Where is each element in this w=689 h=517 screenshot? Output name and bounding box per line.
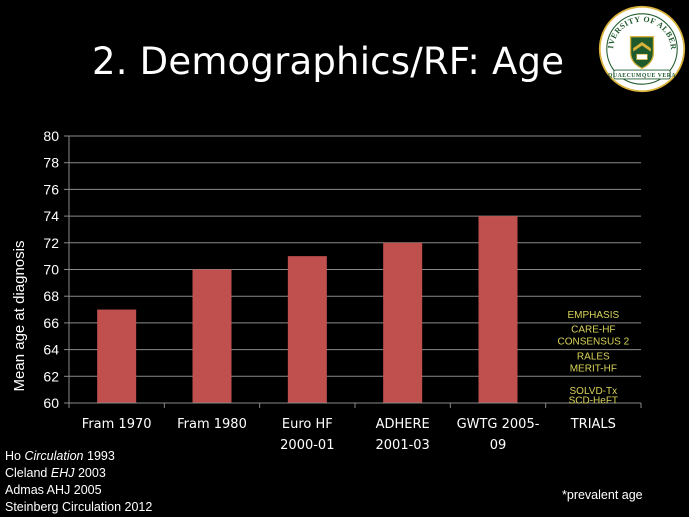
x-category-label: 2000-01 — [280, 438, 334, 453]
trial-label: MERIT-HF — [570, 363, 617, 374]
y-tick-label: 60 — [43, 395, 59, 411]
x-category-label: 09 — [490, 438, 507, 453]
y-tick-label: 68 — [43, 288, 59, 304]
x-category-label: Fram 1970 — [82, 417, 152, 432]
references: Ho Circulation 1993 Cleland EHJ 2003 Admas… — [5, 448, 152, 516]
footnote: *prevalent age — [562, 488, 643, 502]
crest-banner-icon — [613, 69, 671, 80]
university-crest-logo: UNIVERSITY OF ALBERTA QUAECUMQUE VERA — [598, 5, 686, 93]
trial-label: CARE-HF — [571, 325, 615, 336]
trial-label: EMPHASIS — [567, 310, 619, 321]
reference-author: Admas AHJ 2005 — [5, 483, 102, 497]
bar-3 — [383, 242, 423, 403]
crest-inner-ring — [606, 13, 678, 85]
bar-4 — [478, 216, 518, 403]
x-axis-categories: Fram 1970 Fram 1980 Euro HF 2000-01 ADHERE 20… — [82, 417, 616, 453]
x-category-label: 2001-03 — [376, 438, 430, 453]
slide-title: 2. Demographics/RF: Age — [92, 40, 565, 83]
crest-chevron-icon — [633, 41, 651, 52]
y-axis-title: Mean age at diagnosis — [11, 241, 28, 392]
age-bar-chart: 60 62 64 66 68 70 72 74 76 78 80 Fram 1970 Fram 198… — [11, 128, 642, 453]
y-tick-label: 72 — [43, 235, 59, 251]
reference-year: 2003 — [74, 466, 106, 480]
x-category-label: Fram 1980 — [177, 417, 247, 432]
reference-line: Ho Circulation 1993 — [5, 448, 152, 465]
y-tick-label: 70 — [43, 262, 59, 278]
reference-author: Ho — [5, 449, 25, 463]
bars — [97, 216, 518, 403]
trial-label: SOLVD-Tx — [570, 386, 618, 397]
y-tick-label: 62 — [43, 368, 59, 384]
trial-label: SCD-HeFT — [569, 395, 618, 406]
reference-journal: Circulation — [24, 449, 84, 463]
y-axis-ticks: 60 62 64 66 68 70 72 74 76 78 80 — [43, 128, 69, 411]
reference-author: Steinberg Circulation 2012 — [5, 500, 153, 514]
gridlines — [69, 135, 641, 377]
reference-journal: EHJ — [50, 466, 75, 480]
crest-shield-icon — [629, 36, 655, 70]
axes — [68, 136, 642, 408]
y-tick-label: 74 — [43, 208, 59, 224]
bar-2 — [287, 256, 327, 403]
x-category-label: Euro HF — [282, 417, 333, 432]
y-tick-label: 64 — [43, 342, 59, 358]
x-category-label: TRIALS — [570, 417, 616, 432]
trial-label: RALES — [577, 351, 610, 362]
reference-line: Steinberg Circulation 2012 — [5, 499, 152, 516]
crest-motto: QUAECUMQUE VERA — [608, 73, 676, 79]
reference-year: 1993 — [83, 449, 115, 463]
y-tick-label: 76 — [43, 181, 59, 197]
y-tick-label: 66 — [43, 315, 59, 331]
bar-1 — [192, 269, 232, 403]
x-category-label: GWTG 2005- — [457, 417, 540, 432]
crest-book-icon — [636, 53, 648, 60]
trial-label: CONSENSUS 2 — [557, 337, 629, 348]
x-category-label: ADHERE — [376, 417, 430, 432]
reference-line: Cleland EHJ 2003 — [5, 465, 152, 482]
y-tick-label: 78 — [43, 155, 59, 171]
reference-line: Admas AHJ 2005 — [5, 482, 152, 499]
bar-0 — [97, 309, 137, 403]
reference-author: Cleland — [5, 466, 51, 480]
y-tick-label: 80 — [43, 128, 59, 144]
